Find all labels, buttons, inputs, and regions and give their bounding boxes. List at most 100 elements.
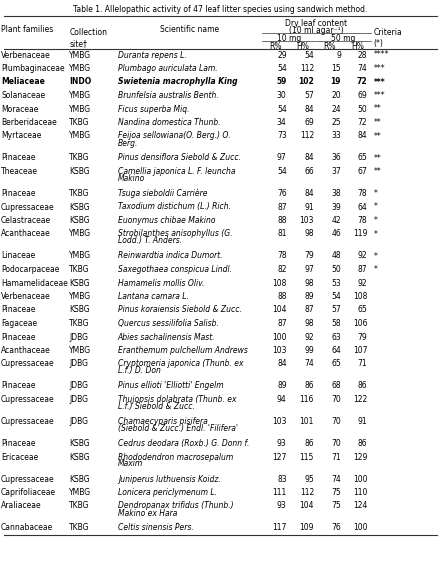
Text: Swietenia macrophylla King: Swietenia macrophylla King <box>118 77 238 87</box>
Text: 92: 92 <box>304 332 314 342</box>
Text: 50 mg: 50 mg <box>332 34 356 43</box>
Text: 74: 74 <box>304 359 314 369</box>
Text: YMBG: YMBG <box>69 64 91 73</box>
Text: 66: 66 <box>304 167 314 176</box>
Text: 87: 87 <box>304 305 314 315</box>
Text: 34: 34 <box>277 118 287 127</box>
Text: 106: 106 <box>353 319 367 328</box>
Text: 98: 98 <box>304 319 314 328</box>
Text: **: ** <box>374 131 381 141</box>
Text: 78: 78 <box>277 251 287 261</box>
Text: YMBG: YMBG <box>69 91 91 100</box>
Text: 104: 104 <box>272 305 287 315</box>
Text: YMBG: YMBG <box>69 292 91 301</box>
Text: *: * <box>374 265 377 274</box>
Text: 129: 129 <box>353 452 367 461</box>
Text: 100: 100 <box>353 523 367 533</box>
Text: Quercus sessilifolia Salisb.: Quercus sessilifolia Salisb. <box>118 319 219 328</box>
Text: 30: 30 <box>277 91 287 100</box>
Text: 86: 86 <box>358 382 367 390</box>
Text: Fagaceae: Fagaceae <box>1 319 37 328</box>
Text: **: ** <box>374 104 381 114</box>
Text: Pinaceae: Pinaceae <box>1 153 35 162</box>
Text: 84: 84 <box>304 153 314 162</box>
Text: 28: 28 <box>358 51 367 60</box>
Text: INDO: INDO <box>69 77 92 87</box>
Text: Hamamelidaceae: Hamamelidaceae <box>1 278 68 288</box>
Text: 74: 74 <box>331 475 341 483</box>
Text: 117: 117 <box>272 523 287 533</box>
Text: KSBG: KSBG <box>69 475 90 483</box>
Text: Lodd.) T. Anders.: Lodd.) T. Anders. <box>118 236 182 246</box>
Text: 54: 54 <box>331 292 341 301</box>
Text: **: ** <box>374 167 381 176</box>
Text: Cupressaceae: Cupressaceae <box>1 417 55 426</box>
Text: Acanthaceae: Acanthaceae <box>1 230 51 239</box>
Text: 84: 84 <box>304 189 314 198</box>
Text: Camellia japonica L. F. leuncha: Camellia japonica L. F. leuncha <box>118 167 235 176</box>
Text: Podocarpaceae: Podocarpaceae <box>1 265 60 274</box>
Text: *: * <box>374 251 377 261</box>
Text: 127: 127 <box>272 452 287 461</box>
Text: 97: 97 <box>277 153 287 162</box>
Text: Hamamelis mollis Oliv.: Hamamelis mollis Oliv. <box>118 278 204 288</box>
Text: 25: 25 <box>331 118 341 127</box>
Text: 65: 65 <box>358 305 367 315</box>
Text: 87: 87 <box>277 319 287 328</box>
Text: Rhododendron macrosepalum: Rhododendron macrosepalum <box>118 452 233 461</box>
Text: Celastraceae: Celastraceae <box>1 216 51 225</box>
Text: 79: 79 <box>304 251 314 261</box>
Text: 39: 39 <box>331 203 341 211</box>
Text: *: * <box>374 216 377 225</box>
Text: 24: 24 <box>331 104 341 114</box>
Text: 100: 100 <box>353 475 367 483</box>
Text: *: * <box>374 203 377 211</box>
Text: 103: 103 <box>272 417 287 426</box>
Text: 64: 64 <box>358 203 367 211</box>
Text: *: * <box>374 189 377 198</box>
Text: 37: 37 <box>331 167 341 176</box>
Text: KSBG: KSBG <box>69 216 90 225</box>
Text: L.f.) D. Don: L.f.) D. Don <box>118 367 161 375</box>
Text: 10 mg: 10 mg <box>277 34 302 43</box>
Text: Table 1. Allelopathic activity of 47 leaf litter species using sandwich method.: Table 1. Allelopathic activity of 47 lea… <box>73 5 368 14</box>
Text: Tsuga sieboldii Carrière: Tsuga sieboldii Carrière <box>118 189 207 199</box>
Text: 88: 88 <box>277 292 287 301</box>
Text: Plant families: Plant families <box>1 25 53 34</box>
Text: 115: 115 <box>299 452 314 461</box>
Text: JDBG: JDBG <box>69 417 88 426</box>
Text: 70: 70 <box>331 439 341 448</box>
Text: 76: 76 <box>277 189 287 198</box>
Text: Collection
site†: Collection site† <box>69 28 107 48</box>
Text: 65: 65 <box>331 359 341 369</box>
Text: TKBG: TKBG <box>69 265 90 274</box>
Text: Lantana camara L.: Lantana camara L. <box>118 292 189 301</box>
Text: H%: H% <box>296 42 309 51</box>
Text: Taxodium distichum (L.) Rich.: Taxodium distichum (L.) Rich. <box>118 203 231 211</box>
Text: 99: 99 <box>304 346 314 355</box>
Text: Pinus ellioti 'Elliotti' Engelm: Pinus ellioti 'Elliotti' Engelm <box>118 382 224 390</box>
Text: Pinus koraiensis Siebold & Zucc.: Pinus koraiensis Siebold & Zucc. <box>118 305 242 315</box>
Text: 78: 78 <box>358 216 367 225</box>
Text: 86: 86 <box>304 382 314 390</box>
Text: (Siebold & Zucc.) Endl. 'Filifera': (Siebold & Zucc.) Endl. 'Filifera' <box>118 424 238 433</box>
Text: Reinwardtia indica Dumort.: Reinwardtia indica Dumort. <box>118 251 222 261</box>
Text: Nandina domestica Thunb.: Nandina domestica Thunb. <box>118 118 220 127</box>
Text: Acanthaceae: Acanthaceae <box>1 346 51 355</box>
Text: Dendropanax trifidus (Thunb.): Dendropanax trifidus (Thunb.) <box>118 502 233 510</box>
Text: 108: 108 <box>353 292 367 301</box>
Text: 98: 98 <box>304 278 314 288</box>
Text: 116: 116 <box>299 395 314 404</box>
Text: Abies sachalinensis Mast.: Abies sachalinensis Mast. <box>118 332 216 342</box>
Text: 20: 20 <box>331 91 341 100</box>
Text: Pinaceae: Pinaceae <box>1 305 35 315</box>
Text: 15: 15 <box>331 64 341 73</box>
Text: 75: 75 <box>331 502 341 510</box>
Text: 33: 33 <box>331 131 341 141</box>
Text: 94: 94 <box>277 395 287 404</box>
Text: 48: 48 <box>331 251 341 261</box>
Text: TKBG: TKBG <box>69 153 90 162</box>
Text: 29: 29 <box>277 51 287 60</box>
Text: Criteria
(*): Criteria (*) <box>374 28 402 48</box>
Text: Theaceae: Theaceae <box>1 167 38 176</box>
